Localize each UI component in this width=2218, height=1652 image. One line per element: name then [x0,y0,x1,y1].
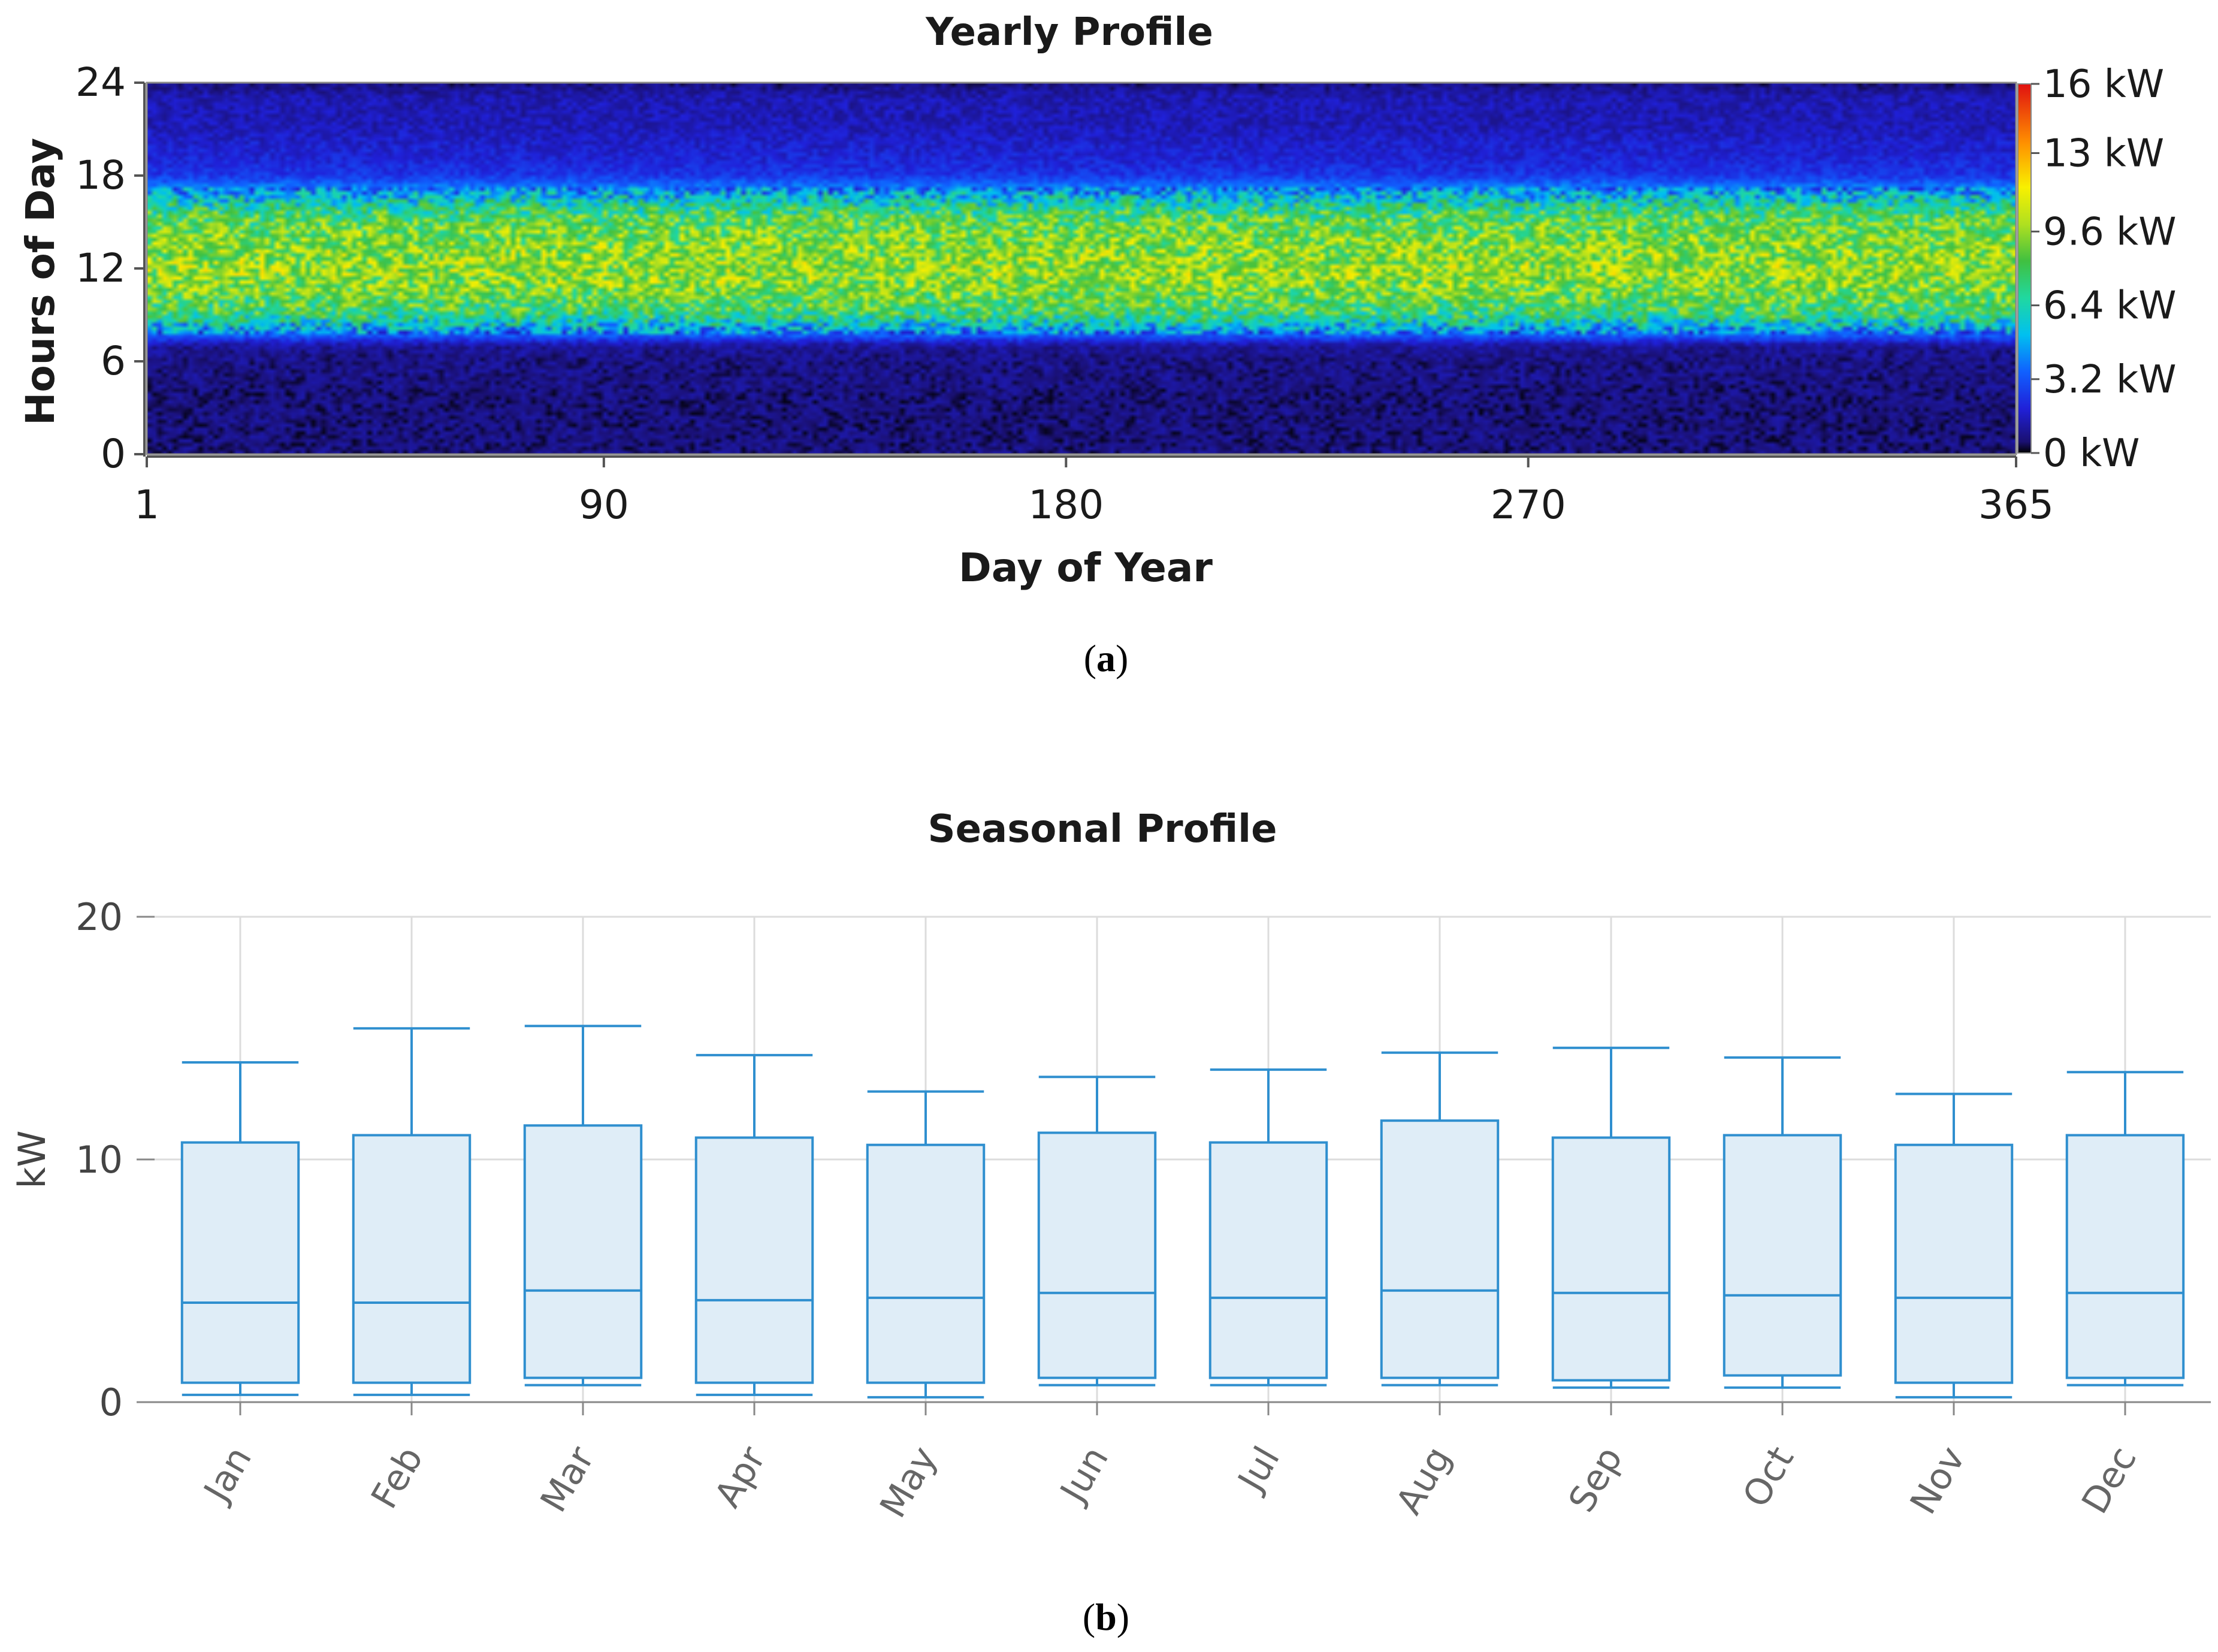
box-iqr [866,1143,986,1384]
caption-b: (b) [1083,1596,1129,1638]
caption-a: (a) [1084,637,1129,679]
box-sep [1551,1046,1671,1389]
boxplot-x-tick-label: Nov [1902,1440,1974,1521]
box-aug [1380,1051,1500,1387]
box-iqr [1894,1143,2014,1384]
yearly-profile-chart: Yearly Profile 1 90 180 270 365 0 6 12 18 24 Day… [17,10,2176,679]
colorbar-ticks: 0 kW 3.2 kW 6.4 kW 9.6 kW 13 kW 16 kW [2031,62,2176,476]
boxplot-y-tick-label: 0 [99,1381,123,1424]
heatmap-x-tick-label: 180 [1028,482,1104,528]
boxplot-y-axis-label: kW [10,1130,54,1188]
box-iqr [1380,1119,1500,1379]
heatmap-x-axis-label: Day of Year [959,545,1213,591]
box-dec [2065,1071,2185,1387]
boxplot-x-ticks: Jan Feb Mar Apr May Jun Jul Aug Sep Oct Nov Dec [195,1402,2145,1525]
heatmap-frame [146,81,2017,455]
heatmap-x-tick-label: 365 [1978,482,2054,528]
boxplot-x-tick-label: Jan [195,1440,260,1511]
heatmap-y-tick-label: 12 [75,245,126,291]
box-iqr [694,1136,814,1384]
heatmap-x-tick-label: 90 [579,482,629,528]
heatmap-y-axis-label: Hours of Day [17,138,64,425]
boxplot-x-tick-label: Aug [1388,1440,1459,1521]
boxplot-y-ticks: 0 10 20 [75,895,155,1424]
boxplot-x-tick-label: May [872,1440,945,1525]
boxplot-x-tick-label: Jul [1229,1440,1288,1500]
heatmap-image [147,83,2016,454]
heatmap-x-tick-label: 1 [134,482,159,528]
colorbar-tick-label: 13 kW [2043,132,2164,176]
box-oct [1723,1056,1842,1389]
heatmap-y-tick-label: 18 [75,152,126,198]
colorbar [2017,83,2032,454]
box-apr [694,1053,814,1396]
boxplot-boxes [180,1025,2185,1399]
colorbar-tick-label: 0 kW [2043,431,2140,476]
heatmap-title: Yearly Profile [925,10,1213,55]
colorbar-tick-label: 9.6 kW [2043,210,2176,254]
box-iqr [1723,1134,1842,1377]
box-jul [1208,1068,1328,1387]
box-feb [352,1027,472,1396]
box-iqr [523,1124,643,1379]
heatmap-y-tick-label: 0 [101,431,126,477]
boxplot-x-tick-label: Sep [1561,1440,1631,1520]
box-iqr [1037,1131,1157,1379]
heatmap-x-tick-label: 270 [1491,482,1566,528]
box-mar [523,1025,643,1387]
box-may [866,1090,986,1399]
box-iqr [180,1141,300,1384]
heatmap-y-tick-label: 24 [75,59,126,105]
boxplot-x-tick-label: Oct [1734,1440,1802,1515]
colorbar-tick-label: 6.4 kW [2043,284,2176,328]
heatmap-x-ticks: 1 90 180 270 365 [134,457,2054,528]
box-jun [1037,1076,1157,1387]
colorbar-tick-label: 16 kW [2043,62,2164,107]
boxplot-x-tick-label: Dec [2074,1440,2145,1521]
boxplot-x-tick-label: Feb [363,1440,431,1516]
seasonal-profile-chart: Seasonal Profile 0 10 20 kW Jan Feb Mar Apr Ma… [10,807,2211,1638]
colorbar-tick-label: 3.2 kW [2043,358,2176,402]
boxplot-x-tick-label: Apr [706,1439,774,1514]
boxplot-title: Seasonal Profile [928,807,1277,851]
box-iqr [1551,1136,1671,1382]
heatmap-y-ticks: 0 6 12 18 24 [75,59,144,477]
box-iqr [352,1134,472,1384]
boxplot-x-tick-label: Mar [533,1439,603,1519]
box-jan [180,1061,300,1396]
boxplot-x-tick-label: Jun [1051,1440,1116,1512]
heatmap-y-tick-label: 6 [101,338,126,384]
heatmap-plot-area [146,81,2017,455]
box-nov [1894,1092,2014,1399]
box-iqr [1208,1141,1328,1379]
boxplot-y-tick-label: 10 [75,1138,123,1182]
boxplot-y-tick-label: 20 [75,895,123,939]
box-iqr [2065,1134,2185,1379]
